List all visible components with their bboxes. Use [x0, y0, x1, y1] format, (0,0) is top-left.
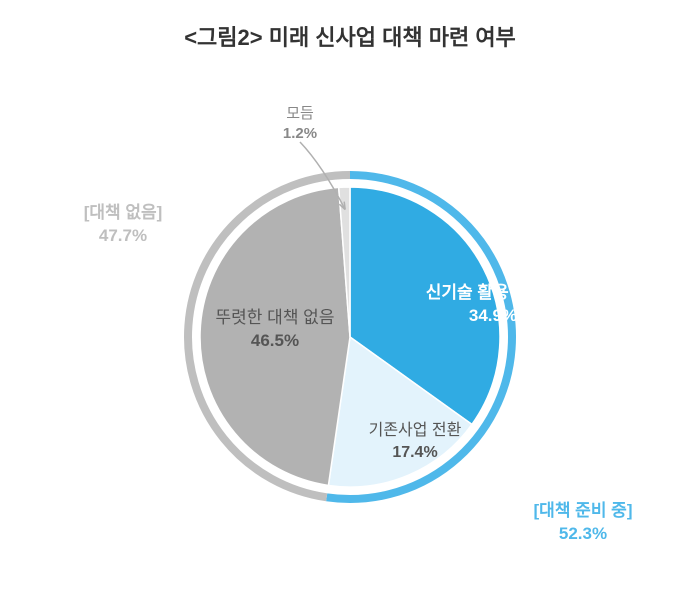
- group-label-no_plan: [대책 없음]47.7%: [58, 202, 188, 248]
- slice-label-pct: 46.5%: [190, 330, 360, 353]
- slice-label-text: 뚜렷한 대책 없음: [190, 307, 360, 330]
- slice-label-conversion: 기존사업 전환17.4%: [345, 420, 485, 463]
- group-label-preparing: [대책 준비 중]52.3%: [508, 500, 658, 546]
- group-label-text: [대책 준비 중]: [508, 500, 658, 523]
- group-label-pct: 47.7%: [58, 225, 188, 248]
- slice-label-pct: 34.9%: [408, 305, 578, 328]
- slice-label-pct: 1.2%: [260, 124, 340, 144]
- chart-title: <그림2> 미래 신사업 대책 마련 여부: [0, 0, 700, 52]
- group-label-pct: 52.3%: [508, 523, 658, 546]
- slice-label-pct: 17.4%: [345, 442, 485, 464]
- slice-label-text: 기존사업 전환: [345, 420, 485, 442]
- slice-label-text: 신기술 활용 신사업: [408, 282, 578, 305]
- slice-label-unknown: 모듬1.2%: [260, 104, 340, 145]
- slice-label-new_tech: 신기술 활용 신사업34.9%: [408, 282, 578, 328]
- pie-chart: [대책 준비 중]52.3% [대책 없음]47.7% 신기술 활용 신사업34.9…: [0, 52, 700, 572]
- slice-label-no_clear: 뚜렷한 대책 없음46.5%: [190, 307, 360, 353]
- slice-label-text: 모듬: [260, 104, 340, 124]
- group-label-text: [대책 없음]: [58, 202, 188, 225]
